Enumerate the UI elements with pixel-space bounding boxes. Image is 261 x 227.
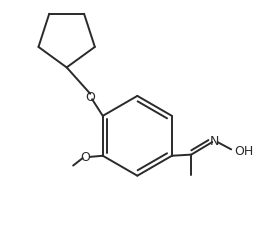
Text: O: O xyxy=(81,151,91,164)
Text: N: N xyxy=(209,135,219,148)
Text: OH: OH xyxy=(235,145,254,158)
Text: O: O xyxy=(85,91,95,104)
